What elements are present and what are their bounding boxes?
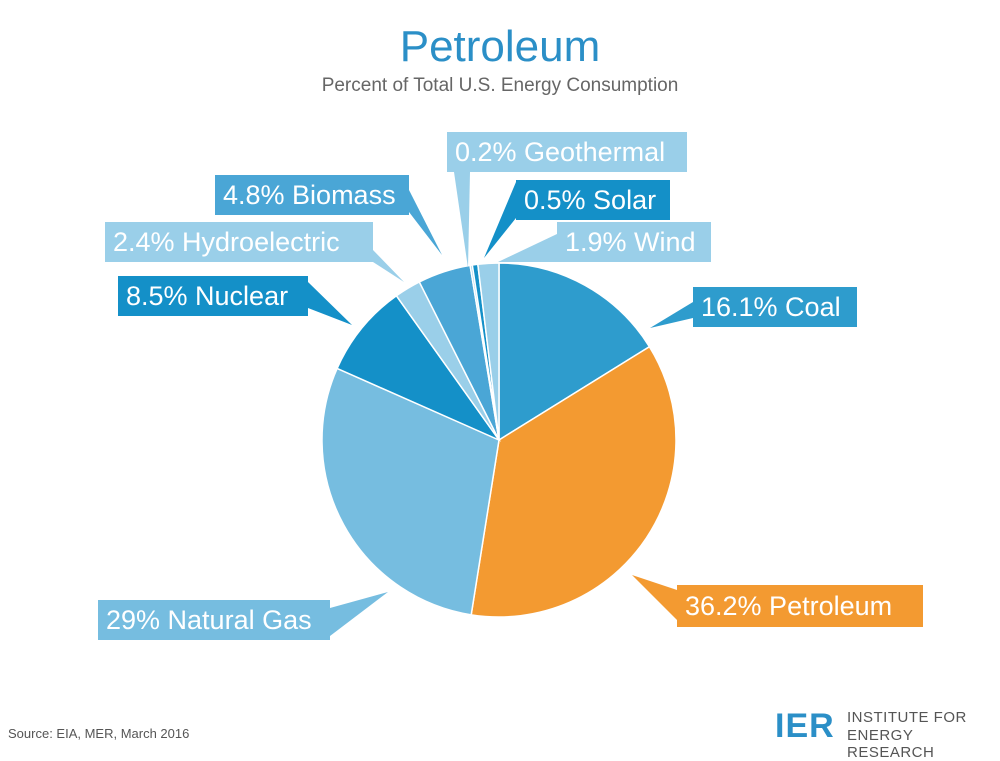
label-pointer-natural-gas <box>330 592 388 636</box>
chart-subtitle: Percent of Total U.S. Energy Consumption <box>321 75 679 96</box>
label-box-geothermal <box>447 132 687 172</box>
data-label-natural-gas: 29% Natural Gas <box>106 605 312 635</box>
data-label-solar: 0.5% Solar <box>524 185 656 215</box>
data-label-nuclear: 8.5% Nuclear <box>126 281 288 311</box>
pie-slice-wind <box>477 262 500 441</box>
source-note: Source: EIA, MER, March 2016 <box>8 726 190 741</box>
label-pointer-nuclear <box>308 282 352 325</box>
label-box-petroleum <box>677 585 923 627</box>
chart-title: Petroleum <box>399 22 601 71</box>
ier-logo: IER INSTITUTE FOR ENERGY RESEARCH <box>775 706 995 761</box>
pie-slice-natural-gas <box>321 367 500 616</box>
label-pointer-solar <box>484 182 516 258</box>
label-box-coal <box>693 287 857 327</box>
pie-slice-coal <box>498 262 651 442</box>
data-label-coal: 16.1% Coal <box>701 292 841 322</box>
logo-mark: IER <box>775 707 835 745</box>
label-box-wind <box>557 222 711 262</box>
data-label-hydroelectric: 2.4% Hydroelectric <box>113 227 340 257</box>
logo-line-2: ENERGY RESEARCH <box>847 727 935 761</box>
label-box-nuclear <box>118 276 308 316</box>
label-box-biomass <box>215 175 409 215</box>
label-pointer-coal <box>650 302 693 328</box>
pie-slice-petroleum <box>470 345 677 618</box>
label-box-solar <box>516 180 670 220</box>
data-label-petroleum: 36.2% Petroleum <box>685 591 892 621</box>
label-box-hydroelectric <box>105 222 373 262</box>
label-pointer-geothermal <box>454 172 470 268</box>
logo-line-1: INSTITUTE FOR <box>847 709 967 726</box>
data-label-biomass: 4.8% Biomass <box>223 180 396 210</box>
pie-slice-nuclear <box>336 294 502 442</box>
label-box-natural-gas <box>98 600 330 640</box>
label-pointer-hydroelectric <box>373 250 404 282</box>
label-pointer-wind <box>498 234 557 262</box>
data-label-wind: 1.9% Wind <box>565 227 696 257</box>
data-label-geothermal: 0.2% Geothermal <box>455 137 665 167</box>
label-pointer-petroleum <box>632 575 677 620</box>
label-pointer-biomass <box>409 190 442 255</box>
